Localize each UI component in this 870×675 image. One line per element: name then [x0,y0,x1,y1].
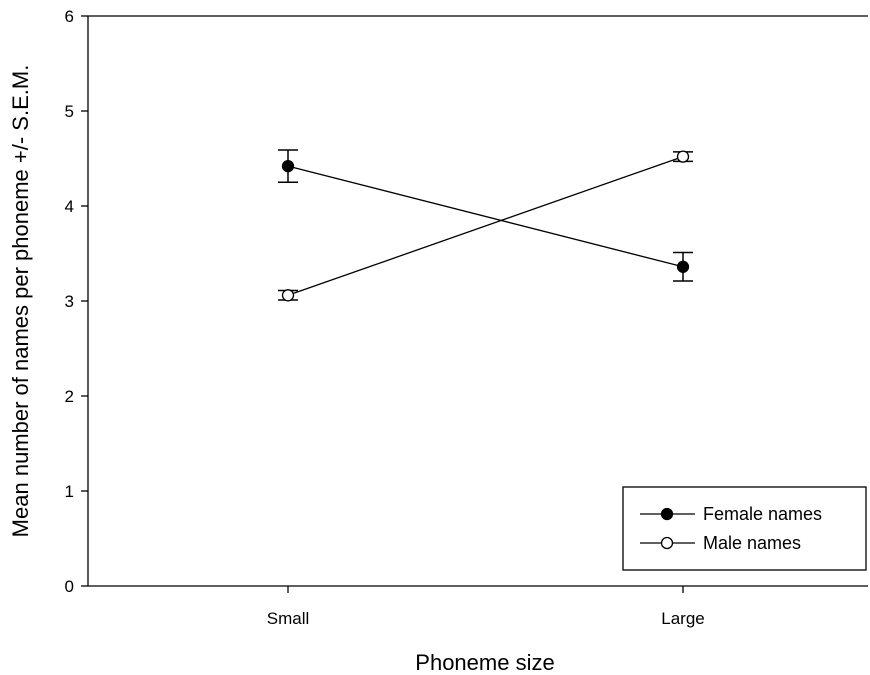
y-tick-label: 5 [65,102,74,121]
y-tick-label: 3 [65,292,74,311]
series-layer [278,149,693,302]
x-tick-label: Small [267,609,310,628]
legend-label: Female names [703,504,822,524]
legend: Female names Male names [622,486,867,571]
legend-label: Male names [703,533,801,553]
series-female-names [278,149,693,282]
data-point [281,159,295,173]
x-tick-label: Large [661,609,704,628]
y-axis-title: Mean number of names per phoneme +/- S.E… [8,65,33,538]
legend-box [622,486,867,571]
series-line [287,155,684,296]
y-tick-label: 6 [65,7,74,26]
data-point [281,289,295,302]
x-axis-title: Phoneme size [415,650,554,675]
y-tick-label: 0 [65,577,74,596]
y-tick-label: 1 [65,482,74,501]
legend-marker [660,507,674,521]
series-male-names [278,150,693,302]
legend-marker [660,536,674,550]
axes: 0 1 2 3 4 5 6 Small Large [65,7,868,628]
y-tick-label: 2 [65,387,74,406]
data-point [676,150,690,163]
y-tick-label: 4 [65,197,74,216]
series-line [287,165,684,268]
data-point [676,260,690,273]
